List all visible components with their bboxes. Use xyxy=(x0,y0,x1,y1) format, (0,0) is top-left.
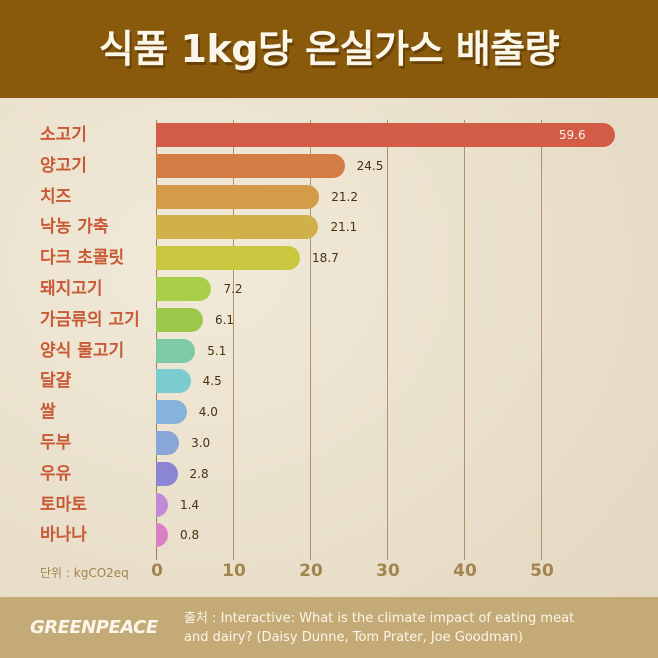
value-label: 3.0 xyxy=(191,436,211,450)
value-label: 1.4 xyxy=(180,497,200,512)
bar-row: 우유 2.8 xyxy=(0,459,658,489)
bar xyxy=(156,492,168,517)
category-label: 양식 물고기 xyxy=(40,340,125,361)
value-label: 4.5 xyxy=(202,374,222,389)
x-tick-label: 20 xyxy=(299,561,323,581)
bar xyxy=(156,338,196,363)
value-label: 7.2 xyxy=(223,282,243,296)
bar xyxy=(156,123,615,147)
bar xyxy=(156,523,168,548)
category-label: 토마토 xyxy=(40,494,87,515)
source-line-1: 출처 : Interactive: What is the climate im… xyxy=(184,611,575,626)
category-label: 낙농 가축 xyxy=(40,217,109,238)
bar xyxy=(156,307,203,332)
value-label: 21.1 xyxy=(330,220,358,235)
category-label: 소고기 xyxy=(40,125,87,145)
source-citation: 출처 : Interactive: What is the climate im… xyxy=(184,609,624,647)
source-line-2: and dairy? (Daisy Dunne, Tom Prater, Joe… xyxy=(184,630,523,645)
bar-row: 두부 3.0 xyxy=(0,428,658,458)
category-label: 우유 xyxy=(40,463,72,484)
bar xyxy=(156,431,180,455)
bar-row: 다크 초콜릿 18.7 xyxy=(0,243,658,273)
value-label: 59.6 xyxy=(558,128,586,142)
value-label: 18.7 xyxy=(311,251,339,266)
category-label: 치즈 xyxy=(40,186,72,207)
x-tick-label: 0 xyxy=(151,561,163,581)
value-label: 2.8 xyxy=(189,466,209,481)
value-label: 21.2 xyxy=(331,189,358,204)
category-label: 가금류의 고기 xyxy=(40,309,140,330)
value-label: 0.8 xyxy=(180,528,200,543)
bar-row: 바나나 0.8 xyxy=(0,520,658,550)
bar-row: 돼지고기 7.2 xyxy=(0,274,658,304)
value-label: 24.5 xyxy=(356,158,384,173)
bar-row: 가금류의 고기 6.1 xyxy=(0,305,658,335)
bar xyxy=(156,277,212,301)
bar xyxy=(156,153,345,178)
bar xyxy=(156,369,191,394)
bar-row: 치즈 21.2 xyxy=(0,182,658,212)
bar xyxy=(156,184,320,209)
bar-row: 양고기 24.5 xyxy=(0,151,658,181)
page-title: 식품 1kg당 온실가스 배출량 xyxy=(98,27,560,71)
bar xyxy=(156,246,300,271)
category-label: 두부 xyxy=(40,433,72,453)
category-label: 달걀 xyxy=(40,371,72,392)
x-tick-label: 30 xyxy=(376,561,400,581)
unit-label: 단위 : kgCO2eq xyxy=(40,566,129,580)
bar-row: 양식 물고기 5.1 xyxy=(0,336,658,366)
bar-chart: 소고기 59.6 양고기 24.5 치즈 21.2 낙농 가축 21.1 다크 초콜릿 18.7 돼… xyxy=(0,98,658,593)
category-label: 쌀 xyxy=(40,402,56,423)
bar xyxy=(156,461,178,486)
gridline xyxy=(387,120,388,560)
bar-row: 달걀 4.5 xyxy=(0,366,658,396)
gridline xyxy=(464,120,465,560)
bar-row: 쌀 4.0 xyxy=(0,397,658,427)
gridline xyxy=(233,120,234,560)
category-label: 돼지고기 xyxy=(40,279,103,299)
value-label: 4.0 xyxy=(198,405,218,420)
x-tick-label: 50 xyxy=(530,561,554,581)
x-tick-label: 40 xyxy=(453,561,477,581)
value-label: 6.1 xyxy=(214,312,235,327)
bar-row: 소고기 59.6 xyxy=(0,120,658,150)
footer: GREENPEACE 출처 : Interactive: What is the… xyxy=(0,597,658,658)
bar-row: 낙농 가축 21.1 xyxy=(0,212,658,242)
bar xyxy=(156,400,187,425)
title-banner: 식품 1kg당 온실가스 배출량 xyxy=(0,0,658,98)
greenpeace-logo: GREENPEACE xyxy=(30,617,158,638)
bar-row: 토마토 1.4 xyxy=(0,490,658,520)
x-tick-label: 10 xyxy=(222,561,246,581)
category-label: 양고기 xyxy=(40,155,87,176)
gridline xyxy=(541,120,542,560)
bar xyxy=(156,215,319,240)
category-label: 바나나 xyxy=(40,525,87,546)
category-label: 다크 초콜릿 xyxy=(40,248,125,269)
value-label: 5.1 xyxy=(207,343,227,358)
gridline xyxy=(310,120,311,560)
